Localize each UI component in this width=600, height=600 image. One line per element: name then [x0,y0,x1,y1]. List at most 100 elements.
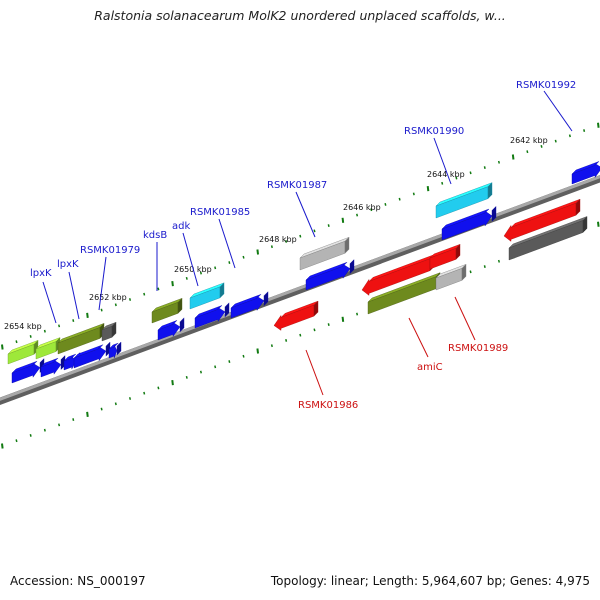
tick-mark [341,217,345,223]
tick-mark [469,171,472,175]
gene-cyan-RSMK01990[interactable] [435,182,493,219]
gene-red-small[interactable] [429,243,461,270]
tick-mark [1,344,4,350]
gene-cyan-adk[interactable] [189,282,225,310]
tick-mark [497,259,500,263]
gene-blue-4[interactable] [73,341,111,369]
gene-label-RSMK01986[interactable]: RSMK01986 [298,400,358,411]
tick-mark [43,428,46,432]
gene-gray-RSMK01987[interactable] [299,236,350,271]
gene-label-RSMK01990[interactable]: RSMK01990 [404,126,464,137]
tick-mark [554,139,557,143]
gene-label-RSMK01992[interactable]: RSMK01992 [516,80,576,91]
tick-mark [299,333,302,337]
gene-darkgray-RSMK01991[interactable] [508,215,588,261]
tick-mark [214,266,217,270]
tick-mark [469,270,472,274]
tick-mark [157,287,160,291]
gene-label-lpxK-1[interactable]: lpxK [30,268,52,279]
gene-blue-adk[interactable] [194,302,230,329]
tick-mark [100,308,103,312]
gene-red-RSMK01991[interactable] [503,198,581,242]
gene-blue-1[interactable] [11,358,45,384]
tick-mark [483,166,486,169]
tick-mark [171,281,174,287]
gene-label-kdsB[interactable]: kdsB [143,230,167,241]
tick-mark [143,391,146,395]
tick-mark [58,324,61,328]
gene-darkgray-1[interactable] [101,321,117,342]
tick-mark [199,370,202,374]
tick-mark [540,144,543,148]
gene-red-RSMK01986[interactable] [273,300,319,331]
kbp-label-2652: 2652 kbp [89,293,127,302]
tick-mark [72,319,75,323]
gene-features [7,159,600,384]
kbp-label-2644: 2644 kbp [427,170,465,179]
tick-mark [228,360,231,363]
upper-tick-track [1,122,600,350]
gene-gray-RSMK01989[interactable] [435,263,467,291]
tick-mark [86,411,89,417]
label-leaders [42,90,573,324]
gene-label-RSMK01989[interactable]: RSMK01989 [448,343,508,354]
gene-blue-5[interactable] [108,341,122,359]
gene-olive-lpxK[interactable] [57,322,105,355]
tick-mark [356,213,359,217]
tick-mark [497,160,500,164]
gene-blue-2[interactable] [40,355,66,378]
tick-mark [412,192,415,196]
gene-label-RSMK01987[interactable]: RSMK01987 [267,180,327,191]
tick-mark [426,186,430,192]
genome-axis [0,174,600,406]
tick-mark [568,134,571,138]
tick-mark [327,323,330,327]
tick-mark [270,344,273,348]
tick-mark [29,434,32,437]
gene-blue-RSMK01992[interactable] [571,159,600,185]
gene-lime-2[interactable] [35,337,61,360]
tick-mark [341,316,345,322]
tick-mark [398,197,401,201]
tick-mark [114,303,117,307]
tick-mark [256,249,260,255]
tick-mark [86,312,89,318]
tick-mark [214,365,217,369]
gene-label-lpxK-2[interactable]: lpxK [57,259,79,270]
gene-blue-RSMK01987[interactable] [305,259,355,291]
gene-label-RSMK01985[interactable]: RSMK01985 [190,207,250,218]
tick-mark [15,340,18,344]
tick-mark [228,261,231,264]
tick-mark [242,354,245,358]
tick-mark [15,439,18,443]
tick-mark [157,386,160,390]
gene-blue-RSMK01985[interactable] [230,291,269,319]
tick-mark [313,229,316,233]
gene-olive-kdsB[interactable] [151,297,183,324]
tick-mark [370,208,373,212]
tick-mark [299,234,302,238]
tick-mark [128,397,132,400]
gene-label-amiC[interactable]: amiC [417,362,443,373]
gene-blue-RSMK01990[interactable] [441,205,497,241]
tick-mark [43,329,46,333]
gene-lime-1[interactable] [7,339,39,365]
tick-mark [199,271,202,275]
tick-mark [285,239,288,243]
reverse-label-leaders [305,296,476,396]
tick-mark [114,402,117,406]
tick-mark [441,181,444,185]
tick-mark [128,298,132,301]
tick-mark [270,245,273,249]
gene-blue-kdsB[interactable] [157,317,185,341]
gene-label-RSMK01979[interactable]: RSMK01979 [80,245,140,256]
map-title: Ralstonia solanacearum MolK2 unordered u… [94,8,506,23]
tick-mark [72,418,75,422]
tick-mark [256,348,260,354]
kbp-label-2654: 2654 kbp [4,322,42,331]
tick-mark [185,375,188,379]
tick-mark [58,423,61,427]
gene-label-adk[interactable]: adk [172,221,190,232]
tick-mark [171,380,174,386]
